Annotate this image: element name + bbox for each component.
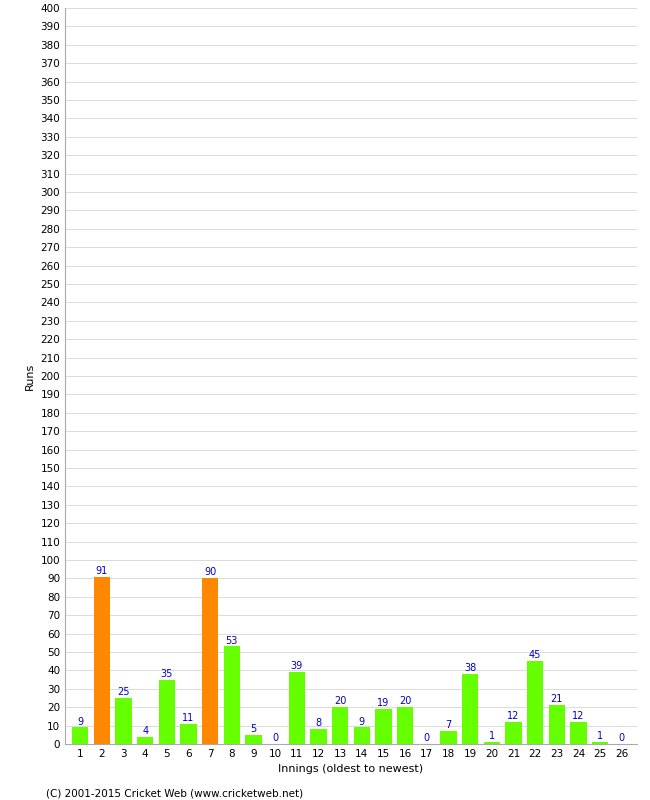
- Text: 0: 0: [424, 733, 430, 743]
- Bar: [332, 707, 348, 744]
- Bar: [462, 674, 478, 744]
- Text: 7: 7: [445, 720, 452, 730]
- Bar: [181, 724, 196, 744]
- Bar: [571, 722, 586, 744]
- Bar: [246, 734, 261, 744]
- Text: 0: 0: [619, 733, 625, 743]
- X-axis label: Innings (oldest to newest): Innings (oldest to newest): [278, 765, 424, 774]
- Text: 0: 0: [272, 733, 278, 743]
- Bar: [354, 727, 370, 744]
- Text: 35: 35: [161, 669, 173, 678]
- Bar: [202, 578, 218, 744]
- Text: 12: 12: [507, 711, 520, 721]
- Text: (C) 2001-2015 Cricket Web (www.cricketweb.net): (C) 2001-2015 Cricket Web (www.cricketwe…: [46, 788, 303, 798]
- Bar: [289, 672, 305, 744]
- Bar: [94, 577, 110, 744]
- Bar: [72, 727, 88, 744]
- Bar: [592, 742, 608, 744]
- Bar: [484, 742, 500, 744]
- Text: 1: 1: [489, 731, 495, 742]
- Bar: [506, 722, 521, 744]
- Bar: [397, 707, 413, 744]
- Text: 91: 91: [96, 566, 108, 576]
- Y-axis label: Runs: Runs: [25, 362, 35, 390]
- Text: 20: 20: [334, 696, 346, 706]
- Bar: [549, 706, 565, 744]
- Text: 53: 53: [226, 635, 238, 646]
- Text: 1: 1: [597, 731, 603, 742]
- Bar: [116, 698, 131, 744]
- Text: 25: 25: [117, 687, 130, 697]
- Bar: [137, 737, 153, 744]
- Text: 19: 19: [378, 698, 389, 708]
- Bar: [441, 731, 456, 744]
- Text: 21: 21: [551, 694, 563, 705]
- Text: 20: 20: [399, 696, 411, 706]
- Text: 38: 38: [464, 663, 476, 673]
- Text: 9: 9: [77, 717, 83, 726]
- Text: 9: 9: [359, 717, 365, 726]
- Text: 12: 12: [572, 711, 585, 721]
- Bar: [159, 679, 175, 744]
- Text: 45: 45: [529, 650, 541, 660]
- Text: 90: 90: [204, 567, 216, 578]
- Bar: [224, 646, 240, 744]
- Text: 4: 4: [142, 726, 148, 736]
- Text: 8: 8: [315, 718, 322, 728]
- Bar: [311, 730, 326, 744]
- Bar: [376, 709, 391, 744]
- Text: 5: 5: [250, 724, 257, 734]
- Text: 11: 11: [183, 713, 194, 723]
- Text: 39: 39: [291, 662, 303, 671]
- Bar: [527, 661, 543, 744]
